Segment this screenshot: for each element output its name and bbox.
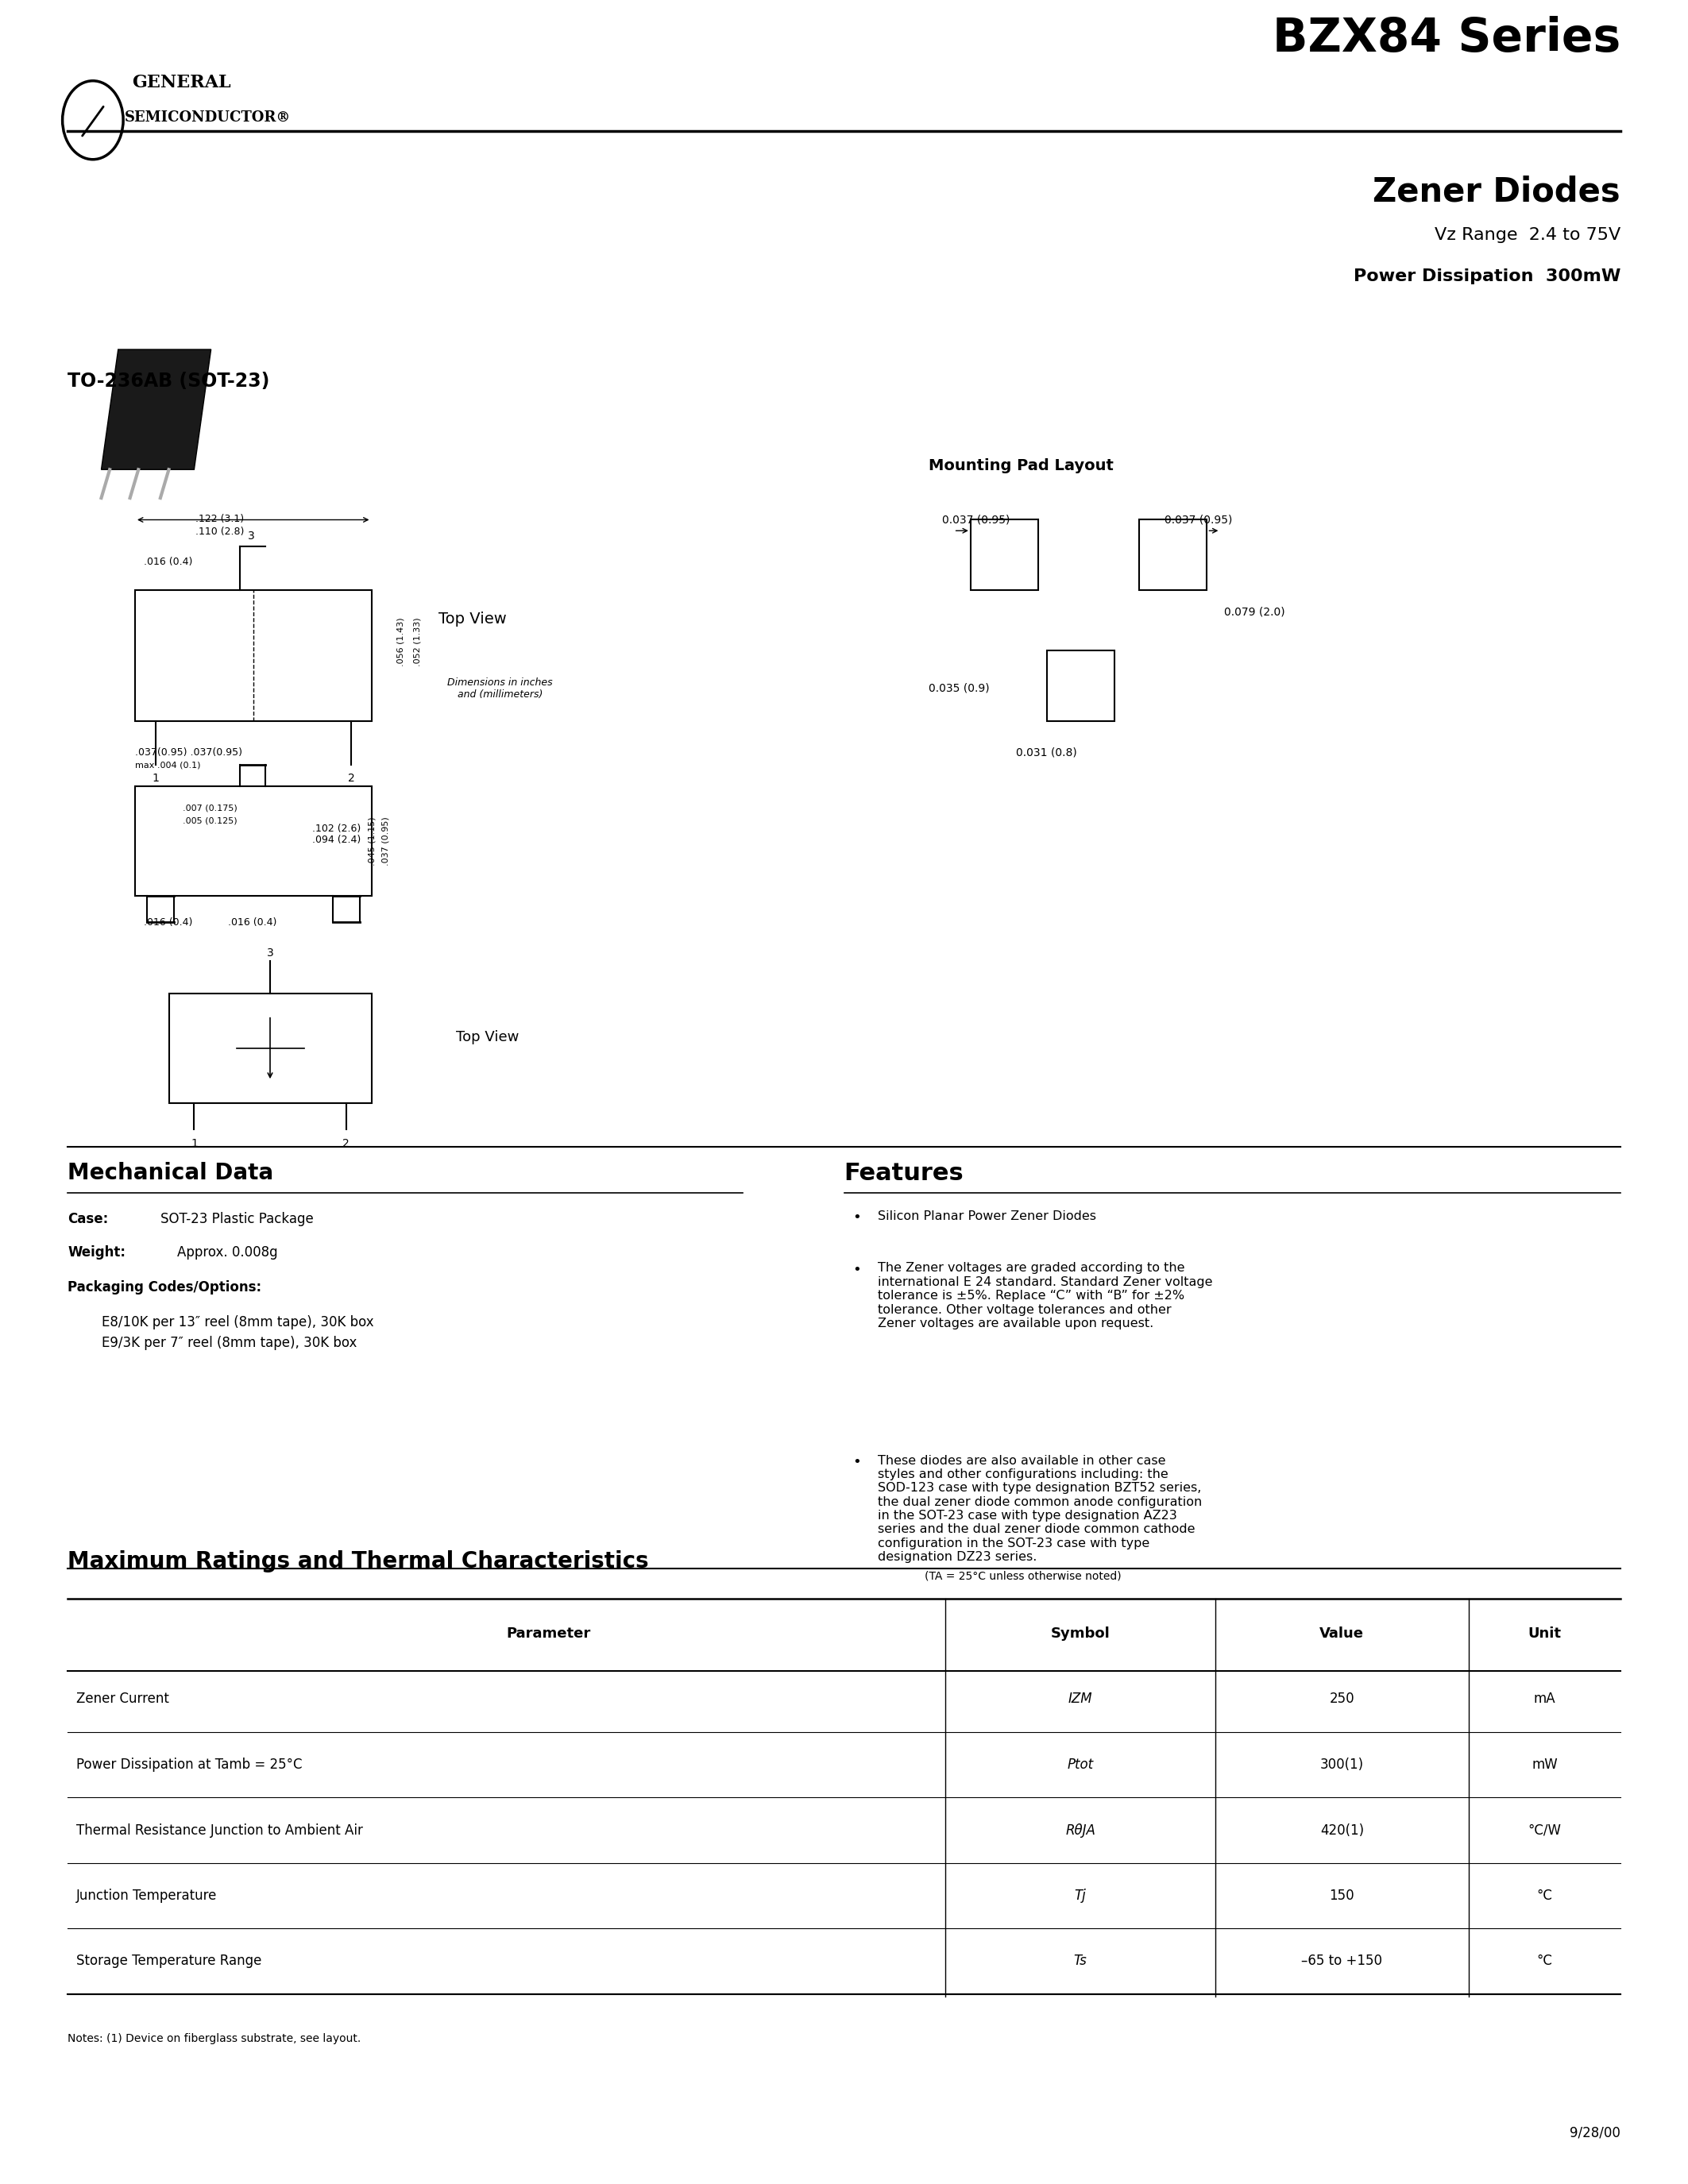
Text: Power Dissipation at Tamb = 25°C: Power Dissipation at Tamb = 25°C: [76, 1758, 302, 1771]
Text: 0.035 (0.9): 0.035 (0.9): [928, 681, 989, 695]
Text: Zener Diodes: Zener Diodes: [1372, 175, 1620, 207]
Text: 3: 3: [248, 531, 255, 542]
Text: .016 (0.4): .016 (0.4): [143, 557, 192, 568]
Text: BZX84 Series: BZX84 Series: [1273, 15, 1620, 61]
Text: Weight:: Weight:: [68, 1245, 125, 1260]
Bar: [971, 520, 1038, 590]
Bar: [169, 994, 371, 1103]
Text: Ts: Ts: [1074, 1955, 1087, 1968]
Bar: [135, 590, 371, 721]
Text: .005 (0.125): .005 (0.125): [182, 817, 236, 826]
Text: 420(1): 420(1): [1320, 1824, 1364, 1837]
Text: 2: 2: [348, 773, 354, 784]
Text: RθJA: RθJA: [1065, 1824, 1096, 1837]
Text: –65 to +150: –65 to +150: [1301, 1955, 1382, 1968]
Text: 3: 3: [267, 948, 273, 959]
Text: Zener Current: Zener Current: [76, 1693, 169, 1706]
Text: Thermal Resistance Junction to Ambient Air: Thermal Resistance Junction to Ambient A…: [76, 1824, 363, 1837]
Text: Ptot: Ptot: [1067, 1758, 1094, 1771]
Text: 250: 250: [1330, 1693, 1354, 1706]
Text: 300(1): 300(1): [1320, 1758, 1364, 1771]
Text: 150: 150: [1330, 1889, 1354, 1902]
Text: These diodes are also available in other case
styles and other configurations in: These diodes are also available in other…: [878, 1455, 1202, 1564]
Text: Unit: Unit: [1528, 1627, 1561, 1640]
Text: •: •: [852, 1210, 861, 1225]
Text: 9/28/00: 9/28/00: [1570, 2125, 1620, 2140]
Text: Maximum Ratings and Thermal Characteristics: Maximum Ratings and Thermal Characterist…: [68, 1551, 648, 1572]
Text: •: •: [852, 1262, 861, 1278]
Text: Power Dissipation  300mW: Power Dissipation 300mW: [1354, 269, 1620, 284]
Text: 0.037 (0.95): 0.037 (0.95): [942, 513, 1009, 526]
Text: TO-236AB (SOT-23): TO-236AB (SOT-23): [68, 371, 270, 391]
Text: Top View: Top View: [439, 612, 506, 627]
Text: .045 (1.15): .045 (1.15): [368, 817, 376, 865]
Text: The Zener voltages are graded according to the
international E 24 standard. Stan: The Zener voltages are graded according …: [878, 1262, 1212, 1330]
Text: .052 (1.33): .052 (1.33): [414, 618, 422, 666]
Text: 0.037 (0.95): 0.037 (0.95): [1165, 513, 1232, 526]
Text: .037(0.95) .037(0.95): .037(0.95) .037(0.95): [135, 747, 243, 758]
Text: .102 (2.6)
.094 (2.4): .102 (2.6) .094 (2.4): [312, 823, 361, 845]
Text: Top View: Top View: [456, 1031, 518, 1044]
Text: IZM: IZM: [1069, 1693, 1092, 1706]
Text: GENERAL: GENERAL: [132, 74, 231, 92]
Text: Mounting Pad Layout: Mounting Pad Layout: [928, 459, 1114, 474]
Text: •: •: [852, 1455, 861, 1470]
Text: mA: mA: [1533, 1693, 1556, 1706]
Text: °C: °C: [1536, 1955, 1553, 1968]
Text: 2: 2: [343, 1138, 349, 1149]
Text: .007 (0.175): .007 (0.175): [182, 804, 236, 812]
Text: Case:: Case:: [68, 1212, 108, 1227]
Text: Vz Range  2.4 to 75V: Vz Range 2.4 to 75V: [1435, 227, 1620, 242]
Text: mW: mW: [1531, 1758, 1558, 1771]
Bar: [135, 786, 371, 895]
Text: Silicon Planar Power Zener Diodes: Silicon Planar Power Zener Diodes: [878, 1210, 1096, 1221]
Text: 0.079 (2.0): 0.079 (2.0): [1224, 605, 1285, 618]
Text: E8/10K per 13″ reel (8mm tape), 30K box
E9/3K per 7″ reel (8mm tape), 30K box: E8/10K per 13″ reel (8mm tape), 30K box …: [101, 1315, 373, 1350]
Text: SOT-23 Plastic Package: SOT-23 Plastic Package: [160, 1212, 314, 1227]
Text: 1: 1: [152, 773, 159, 784]
Text: .056 (1.43): .056 (1.43): [397, 618, 405, 666]
Text: Junction Temperature: Junction Temperature: [76, 1889, 216, 1902]
Text: Mechanical Data: Mechanical Data: [68, 1162, 273, 1184]
Text: Packaging Codes/Options:: Packaging Codes/Options:: [68, 1280, 262, 1295]
Text: SEMICONDUCTOR®: SEMICONDUCTOR®: [125, 109, 292, 124]
Text: Value: Value: [1320, 1627, 1364, 1640]
Polygon shape: [101, 349, 211, 470]
Text: 1: 1: [191, 1138, 197, 1149]
Text: .016 (0.4): .016 (0.4): [228, 917, 277, 928]
Text: Symbol: Symbol: [1050, 1627, 1111, 1640]
Text: max .004 (0.1): max .004 (0.1): [135, 760, 201, 769]
Text: (TA = 25°C unless otherwise noted): (TA = 25°C unless otherwise noted): [925, 1570, 1123, 1581]
Text: .110 (2.8): .110 (2.8): [196, 526, 243, 537]
Text: Approx. 0.008g: Approx. 0.008g: [177, 1245, 279, 1260]
Text: .037 (0.95): .037 (0.95): [381, 817, 390, 865]
Bar: [1047, 651, 1114, 721]
Text: Tj: Tj: [1075, 1889, 1085, 1902]
Text: Parameter: Parameter: [506, 1627, 591, 1640]
Text: .122 (3.1): .122 (3.1): [196, 513, 243, 524]
Bar: [1139, 520, 1207, 590]
Text: .016 (0.4): .016 (0.4): [143, 917, 192, 928]
Text: Storage Temperature Range: Storage Temperature Range: [76, 1955, 262, 1968]
Text: 0.031 (0.8): 0.031 (0.8): [1016, 747, 1077, 758]
Text: °C: °C: [1536, 1889, 1553, 1902]
Text: Notes: (1) Device on fiberglass substrate, see layout.: Notes: (1) Device on fiberglass substrat…: [68, 2033, 361, 2044]
Text: °C/W: °C/W: [1528, 1824, 1561, 1837]
Text: Dimensions in inches
and (millimeters): Dimensions in inches and (millimeters): [447, 677, 552, 699]
Text: Features: Features: [844, 1162, 964, 1186]
